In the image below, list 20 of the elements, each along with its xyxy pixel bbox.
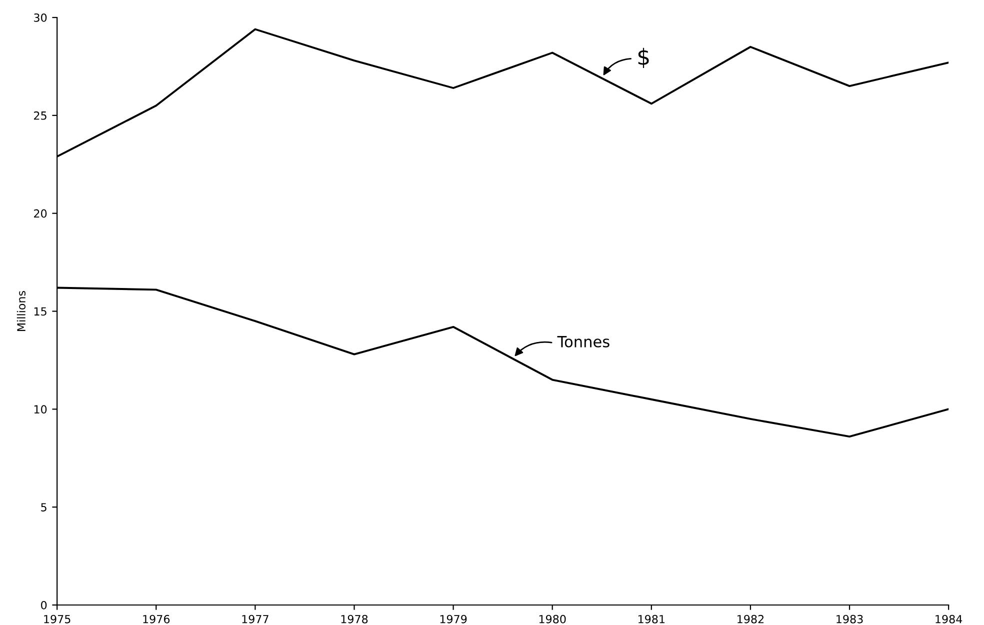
legend-label: Tonnes [557, 336, 610, 348]
y-tick-label: 25 [34, 111, 46, 120]
y-axis-title: Millions [16, 291, 26, 331]
legend-label: $ [638, 48, 649, 68]
x-tick-label: 1984 [936, 614, 962, 624]
x-tick-label: 1977 [242, 614, 268, 624]
x-tick-label: 1983 [836, 614, 863, 624]
y-tick-label: 20 [34, 209, 47, 218]
y-tick-label: 10 [34, 405, 47, 414]
y-tick-label: 0 [41, 600, 47, 610]
x-tick-label: 1978 [341, 614, 368, 624]
x-tick-label: 1980 [539, 614, 566, 624]
y-tick-label: 30 [34, 13, 47, 22]
y-tick-label: 5 [41, 503, 46, 512]
x-tick-label: 1979 [440, 614, 467, 624]
x-tick-label: 1976 [143, 614, 170, 624]
y-tick-label: 15 [34, 307, 46, 316]
x-tick-label: 1975 [44, 614, 70, 624]
x-tick-label: 1982 [738, 614, 764, 624]
x-tick-label: 1981 [638, 614, 665, 624]
